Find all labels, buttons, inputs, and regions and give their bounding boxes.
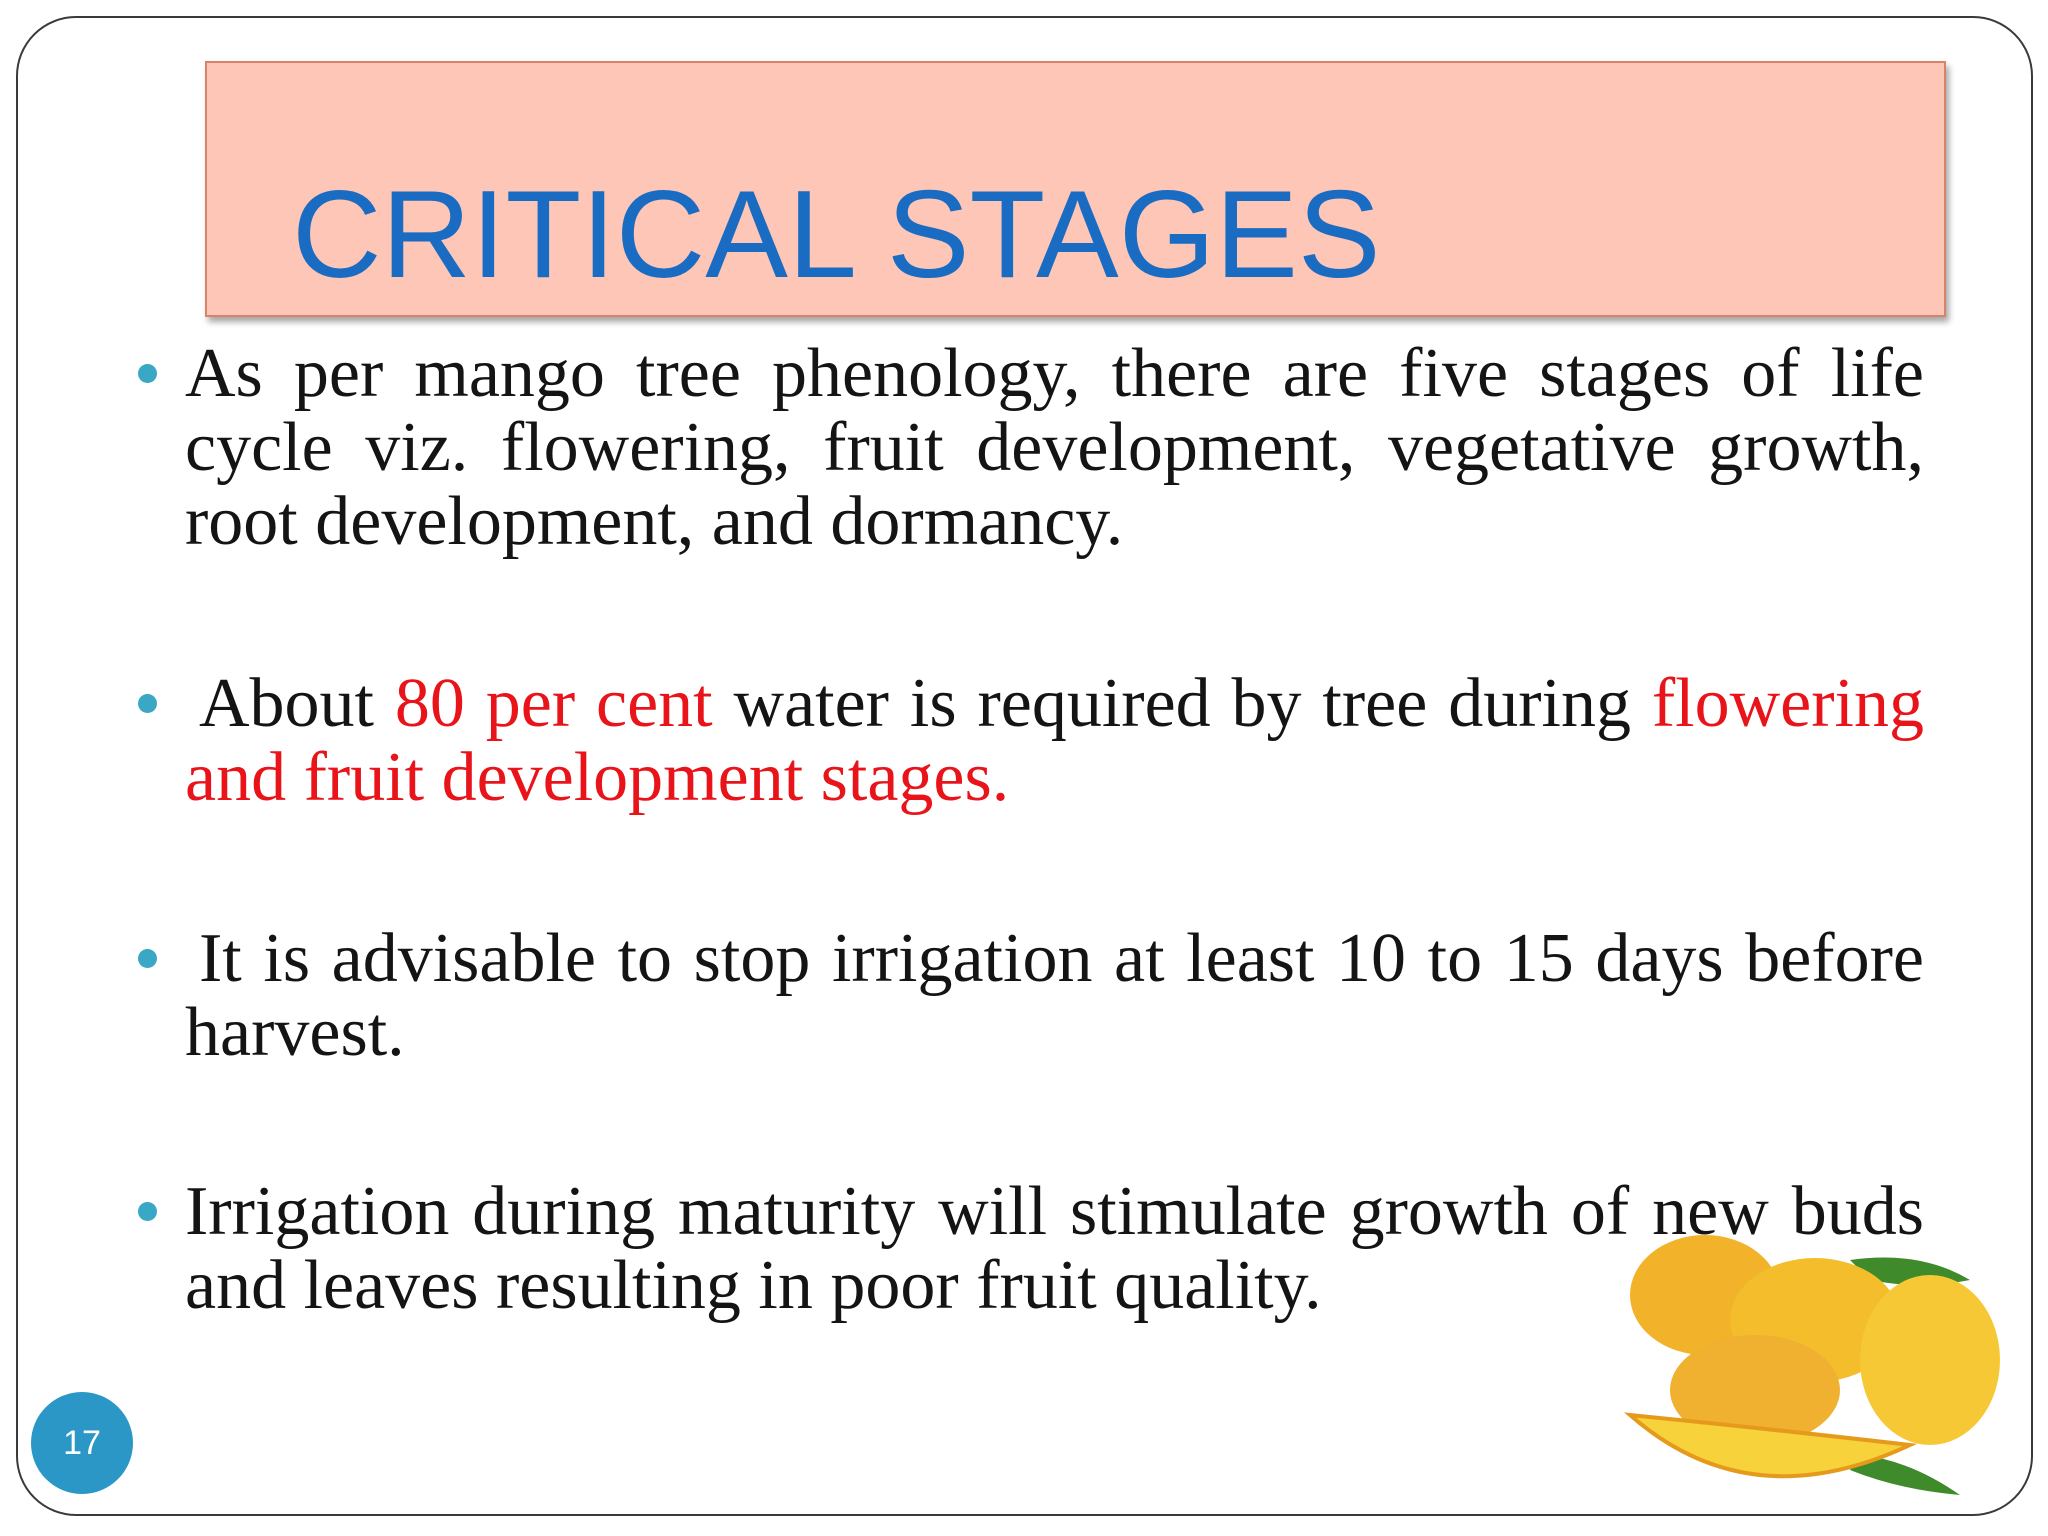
mango <box>1860 1275 2000 1445</box>
bullet-dot <box>138 694 157 713</box>
mango <box>1670 1335 1840 1445</box>
mango-slice <box>1623 1412 1918 1479</box>
text-segment: water is required by tree during <box>712 665 1652 742</box>
title: CRITICAL STAGES <box>292 166 1381 304</box>
text-segment: As per mango tree phenology, there are f… <box>185 335 1924 560</box>
text-segment: It is advisable to stop irrigation at le… <box>185 920 1924 1071</box>
bullet: About 80 per cent water is required by t… <box>138 665 1924 816</box>
text-segment: Irrigation during maturity will stimulat… <box>185 1173 1924 1324</box>
bullet: Irrigation during maturity will stimulat… <box>138 1173 1924 1324</box>
bullet: As per mango tree phenology, there are f… <box>138 335 1924 560</box>
leaf <box>1850 1455 1960 1495</box>
bullet: It is advisable to stop irrigation at le… <box>138 920 1924 1071</box>
text-segment: About <box>199 665 395 742</box>
text-segment: flowering and fruit development stages. <box>185 665 1924 816</box>
title-box: CRITICAL STAGES <box>205 61 1946 317</box>
mango-image <box>1623 1235 2000 1495</box>
bullet-dot <box>138 949 157 968</box>
bullet-dot <box>138 1202 157 1221</box>
slide-number: 17 <box>31 1392 133 1494</box>
text-segment: 80 per cent <box>394 665 713 742</box>
bullet-dot <box>138 364 157 383</box>
